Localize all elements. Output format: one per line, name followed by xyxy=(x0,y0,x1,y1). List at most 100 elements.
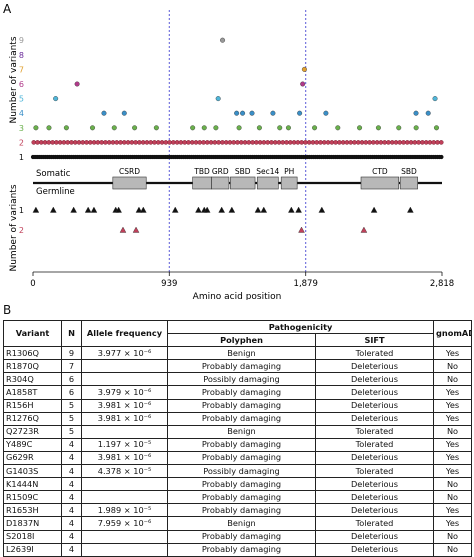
somatic-point xyxy=(125,140,131,145)
y-tick-label: 7 xyxy=(19,65,24,74)
somatic-point xyxy=(386,140,391,145)
cell-sift: Deleterious xyxy=(314,372,435,387)
table-row: Q2723R 5 Benign Tolerated No xyxy=(3,424,473,439)
somatic-point xyxy=(371,140,376,145)
somatic-point xyxy=(118,140,123,145)
somatic-point xyxy=(106,140,112,145)
somatic-point xyxy=(285,125,291,131)
cell-variant: Y489C xyxy=(3,437,62,452)
cell-variant: G629R xyxy=(3,450,62,466)
cell-polyphen: Probably damaging xyxy=(167,503,316,518)
somatic-point xyxy=(375,125,381,131)
somatic-point xyxy=(152,140,157,145)
cell-sift: Deleterious xyxy=(314,359,435,374)
germline-point xyxy=(132,226,140,233)
header-polyphen: Polyphen xyxy=(167,333,316,348)
cell-af: 4.378 × 10⁻⁵ xyxy=(81,464,168,479)
somatic-point xyxy=(269,140,274,145)
somatic-point xyxy=(438,140,444,145)
cell-af: 1.197 × 10⁻⁵ xyxy=(81,437,168,452)
table-row: R1276Q 5 3.981 × 10⁻⁶ Probably damaging Dele… xyxy=(3,411,473,426)
table-row: G629R 4 3.981 × 10⁻⁶ Probably damaging Delet… xyxy=(3,450,473,466)
table-row: R156H 5 3.981 × 10⁻⁶ Probably damaging Delet… xyxy=(3,398,473,413)
domain-label: Sec14 xyxy=(256,167,279,176)
germline-point xyxy=(218,206,226,213)
cell-af: 3.981 × 10⁻⁶ xyxy=(81,398,168,413)
cell-af xyxy=(81,490,168,505)
cell-gnomad: No xyxy=(433,542,473,557)
y-tick-label: 2 xyxy=(19,226,24,235)
somatic-point xyxy=(235,140,240,145)
somatic-point xyxy=(408,140,414,145)
somatic-point xyxy=(265,140,270,145)
somatic-point xyxy=(133,140,138,145)
somatic-point xyxy=(340,140,346,145)
y-tick-label: 3 xyxy=(19,124,24,133)
somatic-point xyxy=(284,140,289,145)
y-axis-label-top: Number of variants xyxy=(9,36,19,123)
germline-points xyxy=(32,206,414,233)
domain-label: PH xyxy=(284,167,294,176)
cell-n: 4 xyxy=(61,437,82,452)
cell-gnomad: Yes xyxy=(433,385,473,400)
cell-gnomad: No xyxy=(433,490,473,505)
somatic-point xyxy=(65,140,70,145)
somatic-point xyxy=(246,140,252,145)
y-tick-label: 8 xyxy=(19,51,24,60)
somatic-point xyxy=(261,140,267,145)
cell-variant: R1653H xyxy=(3,503,62,518)
y-tick-label: 2 xyxy=(19,138,24,147)
cell-polyphen: Possibly damaging xyxy=(167,464,316,479)
somatic-point xyxy=(335,125,341,131)
somatic-point xyxy=(396,125,402,131)
somatic-point xyxy=(314,140,320,145)
somatic-point xyxy=(355,140,361,145)
somatic-point xyxy=(276,140,282,145)
somatic-point xyxy=(163,140,169,145)
somatic-point xyxy=(213,125,219,131)
somatic-point xyxy=(208,140,214,145)
cell-gnomad: Yes xyxy=(433,464,473,479)
somatic-point xyxy=(382,140,387,145)
cell-polyphen: Probably damaging xyxy=(167,542,316,557)
germline-point xyxy=(49,206,57,213)
somatic-point xyxy=(111,125,117,131)
cell-polyphen: Probably damaging xyxy=(167,450,316,466)
somatic-point xyxy=(155,140,161,145)
germline-point xyxy=(90,206,98,213)
cell-variant: D1837N xyxy=(3,516,62,531)
cell-sift: Tolerated xyxy=(314,516,435,531)
cell-sift: Deleterious xyxy=(314,503,435,518)
germline-point xyxy=(228,206,236,213)
y-tick-label: 4 xyxy=(19,109,24,118)
somatic-point xyxy=(220,37,226,43)
cell-af xyxy=(81,477,168,492)
somatic-point xyxy=(197,140,203,145)
domain-box xyxy=(399,176,418,190)
header-gnomad: gnomAD xyxy=(433,319,473,348)
somatic-point xyxy=(321,140,327,145)
cell-gnomad: No xyxy=(433,372,473,387)
header-variant: Variant xyxy=(3,319,62,348)
cell-variant: G1403S xyxy=(3,464,62,479)
cell-gnomad: Yes xyxy=(433,437,473,452)
table-row: R1306Q 9 3.977 × 10⁻⁶ Benign Tolerated Yes xyxy=(3,346,473,361)
somatic-point xyxy=(201,140,206,145)
somatic-point xyxy=(50,140,55,145)
somatic-point xyxy=(121,110,127,116)
somatic-point xyxy=(76,140,82,145)
somatic-point xyxy=(91,140,97,145)
cell-polyphen: Probably damaging xyxy=(167,529,316,544)
cell-n: 4 xyxy=(61,542,82,557)
somatic-point xyxy=(325,140,331,145)
somatic-point xyxy=(254,140,259,145)
somatic-point xyxy=(329,140,335,145)
x-tick-label: 939 xyxy=(161,279,177,289)
somatic-point xyxy=(401,140,406,145)
somatic-point xyxy=(300,81,306,87)
germline-point xyxy=(203,206,211,213)
somatic-point xyxy=(238,140,244,145)
domain-label: CTD xyxy=(372,167,388,176)
domain-box xyxy=(230,176,256,190)
